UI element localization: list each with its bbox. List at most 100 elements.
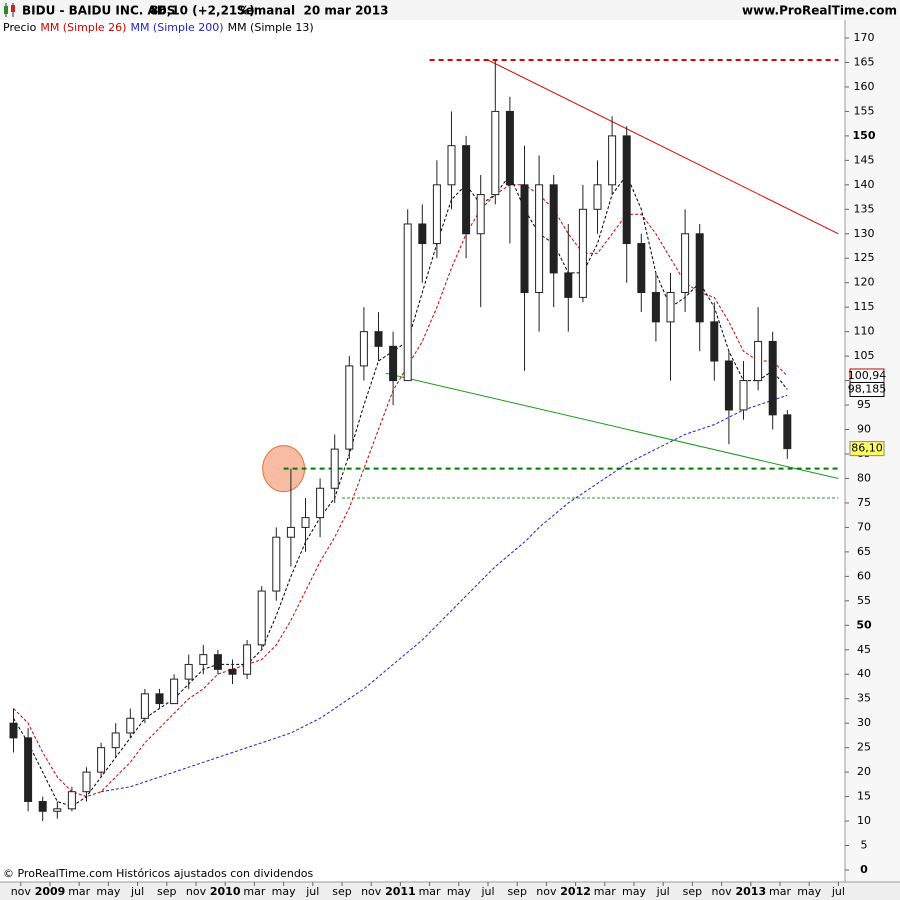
y-tick-label: 120 bbox=[854, 276, 875, 289]
candle-body bbox=[768, 340, 777, 416]
y-tick-label: 130 bbox=[854, 227, 875, 240]
y-tick-label: 70 bbox=[857, 520, 871, 533]
y-tick-label: 165 bbox=[854, 55, 875, 68]
candle-body bbox=[140, 693, 149, 719]
price-tag-label: 86,10 bbox=[851, 442, 883, 455]
x-tick-label: 2013 bbox=[735, 885, 766, 898]
candle-body bbox=[681, 233, 690, 293]
x-tick-label: jul bbox=[480, 885, 494, 898]
price-tag-label: 98,185 bbox=[848, 382, 887, 395]
candle-body bbox=[578, 208, 587, 298]
candle-body bbox=[330, 448, 339, 489]
x-tick-label: may bbox=[797, 885, 821, 898]
price-tag bbox=[849, 381, 885, 397]
trend-line bbox=[385, 372, 839, 479]
x-tick-label: nov bbox=[186, 885, 207, 898]
y-tick-label: 135 bbox=[854, 202, 875, 215]
candle-body bbox=[257, 590, 266, 646]
candle-body bbox=[476, 194, 485, 235]
candle-body bbox=[67, 791, 76, 810]
y-tick-label: 115 bbox=[854, 300, 875, 313]
candle-body bbox=[9, 722, 18, 739]
x-tick-label: mar bbox=[594, 885, 616, 898]
footer: © ProRealTime.com Históricos ajustados c… bbox=[3, 867, 314, 880]
x-tick-label: sep bbox=[507, 885, 526, 898]
y-tick-label: 75 bbox=[857, 496, 871, 509]
candle-body bbox=[418, 223, 427, 245]
candle-body bbox=[535, 184, 544, 293]
candle-body bbox=[359, 331, 368, 367]
price-tag bbox=[849, 441, 885, 457]
chart-title: BIDU - BAIDU INC. ADS bbox=[22, 4, 175, 18]
candle-body bbox=[739, 380, 748, 411]
y-tick-label: 30 bbox=[857, 716, 871, 729]
x-tick-label: may bbox=[622, 885, 646, 898]
price-tag-label: 100,94 bbox=[848, 369, 887, 382]
candle-body bbox=[710, 321, 719, 362]
candle-body bbox=[228, 668, 237, 675]
x-axis-area bbox=[0, 882, 900, 900]
candle-body bbox=[82, 771, 91, 793]
y-tick-label: 90 bbox=[857, 423, 871, 436]
y-tick-label: 15 bbox=[857, 790, 871, 803]
y-tick-label: 170 bbox=[854, 31, 875, 44]
candle-body bbox=[462, 145, 471, 235]
app-icon bbox=[4, 3, 15, 17]
y-tick-label: 5 bbox=[861, 839, 868, 852]
x-tick-label: nov bbox=[536, 885, 557, 898]
header-bar bbox=[0, 0, 900, 20]
candle-body bbox=[272, 536, 281, 592]
plot-area bbox=[9, 59, 839, 822]
x-tick-label: 2011 bbox=[385, 885, 416, 898]
candle-body bbox=[564, 272, 573, 298]
candle-body bbox=[505, 110, 514, 186]
candle-body bbox=[432, 184, 441, 245]
y-tick-label: 10 bbox=[857, 814, 871, 827]
y-tick-label: 80 bbox=[857, 471, 871, 484]
x-tick-label: 2010 bbox=[210, 885, 241, 898]
candle-body bbox=[126, 717, 135, 734]
candle-body bbox=[97, 747, 106, 773]
y-tick-label: 145 bbox=[854, 153, 875, 166]
candle-body bbox=[53, 808, 62, 812]
x-tick-label: jul bbox=[831, 885, 845, 898]
candle-body bbox=[374, 331, 383, 347]
x-tick-label: sep bbox=[332, 885, 351, 898]
candle-body bbox=[491, 110, 500, 196]
candle-body bbox=[695, 233, 704, 323]
y-tick-label: 40 bbox=[857, 667, 871, 680]
candle-body bbox=[608, 135, 617, 186]
candle-body bbox=[155, 693, 164, 705]
moving-average bbox=[13, 174, 788, 807]
candle-body bbox=[111, 732, 120, 749]
moving-average bbox=[13, 184, 788, 798]
candle-body bbox=[389, 345, 398, 382]
y-tick-label: 55 bbox=[857, 594, 871, 607]
y-tick-label: 0 bbox=[860, 863, 868, 876]
legend-entry: MM (Simple 13) bbox=[228, 21, 314, 34]
candle-body bbox=[243, 644, 252, 675]
x-tick-label: sep bbox=[683, 885, 702, 898]
y-tick-label: 65 bbox=[857, 545, 871, 558]
x-tick-label: jul bbox=[130, 885, 144, 898]
y-tick-label: 45 bbox=[857, 643, 871, 656]
y-tick-label: 160 bbox=[854, 80, 875, 93]
source: www.ProRealTime.com bbox=[742, 4, 897, 18]
candle-body bbox=[24, 737, 33, 802]
x-tick-label: jul bbox=[656, 885, 670, 898]
last-price: 86,10 (+2,21%) bbox=[150, 4, 255, 18]
x-tick-label: may bbox=[447, 885, 471, 898]
legend-entry: MM (Simple 200) bbox=[130, 21, 223, 34]
candle-body bbox=[170, 678, 179, 705]
period: Semanal 20 mar 2013 bbox=[237, 4, 388, 18]
x-tick-label: may bbox=[272, 885, 296, 898]
candle-body bbox=[754, 340, 763, 382]
y-tick-label: 20 bbox=[857, 765, 871, 778]
y-tick-label: 95 bbox=[857, 398, 871, 411]
candle-body bbox=[199, 654, 208, 665]
candle-body bbox=[184, 663, 193, 680]
y-tick-label: 125 bbox=[854, 251, 875, 264]
candle-body bbox=[549, 184, 558, 274]
x-tick-label: mar bbox=[68, 885, 90, 898]
